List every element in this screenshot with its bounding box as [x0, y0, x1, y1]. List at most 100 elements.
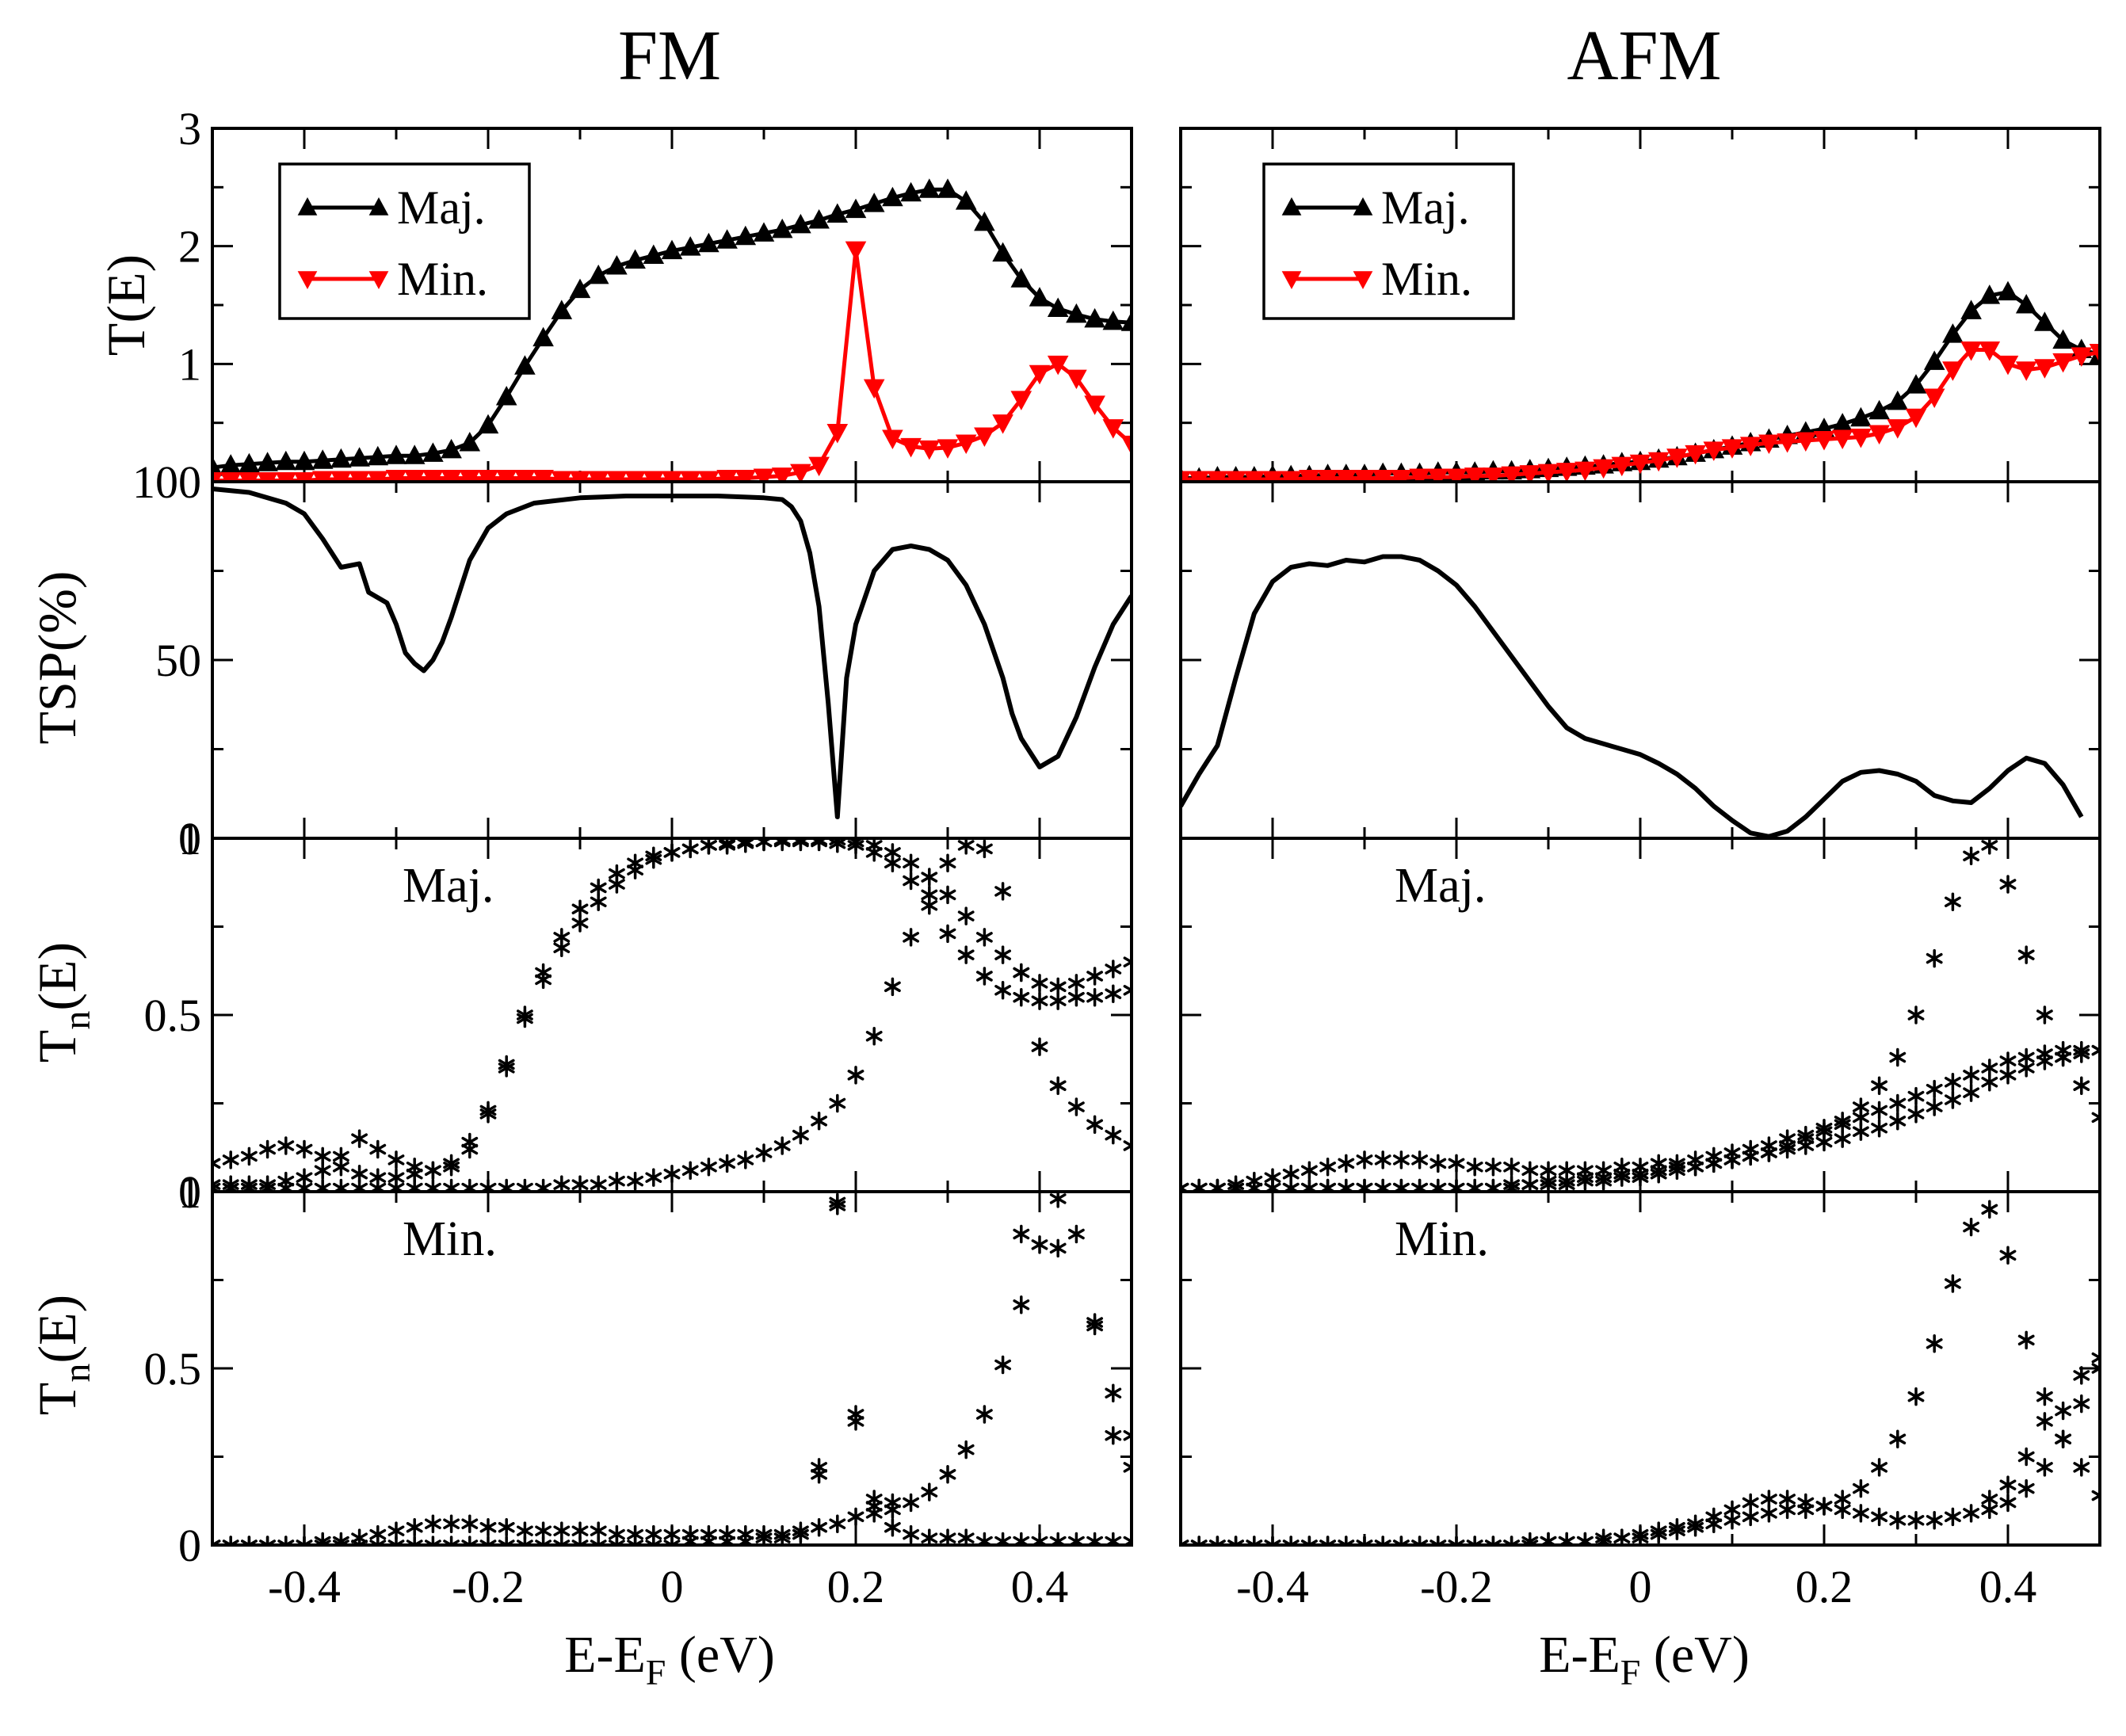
asterisk-stroke: [1490, 1540, 1502, 1545]
asterisk-stroke: [1779, 1133, 1796, 1144]
asterisk-stroke: [1907, 1090, 1925, 1102]
asterisk-stroke: [1343, 1540, 1355, 1545]
marker-min: [918, 440, 941, 460]
asterisk-stroke: [700, 1162, 717, 1173]
asterisk-point: [1871, 1507, 1888, 1527]
asterisk-point: [1871, 1101, 1888, 1120]
marker-min: [1409, 468, 1430, 482]
asterisk-stroke: [1576, 1172, 1594, 1183]
marker-maj: [1010, 268, 1032, 288]
asterisk-point: [1521, 1175, 1539, 1192]
asterisk-point: [1086, 1313, 1104, 1332]
asterisk-point: [994, 1532, 1012, 1545]
asterisk-point: [1889, 1112, 1907, 1131]
asterisk-point: [2073, 1458, 2090, 1477]
asterisk-point: [1392, 1536, 1410, 1545]
marker-min: [1353, 470, 1376, 482]
asterisk-stroke: [700, 840, 717, 851]
asterisk-stroke: [296, 1143, 313, 1155]
asterisk-stroke: [369, 1143, 387, 1155]
asterisk-stroke: [957, 840, 975, 851]
asterisk-point: [1797, 1493, 1815, 1513]
asterisk-stroke: [2091, 1356, 2100, 1364]
asterisk-point: [1613, 1164, 1631, 1184]
asterisk-point: [1086, 1115, 1104, 1135]
marker-min: [514, 470, 536, 482]
asterisk-point: [406, 1517, 423, 1537]
asterisk-point: [957, 906, 975, 925]
asterisk-stroke: [939, 1469, 956, 1480]
asterisk-point: [1834, 1129, 1851, 1148]
asterisk-stroke: [553, 1179, 571, 1190]
asterisk-stroke: [829, 1097, 846, 1109]
asterisk-stroke: [1306, 1540, 1318, 1545]
marker-min: [1299, 470, 1320, 482]
marker-min: [1519, 465, 1541, 482]
asterisk-point: [1190, 1178, 1208, 1192]
asterisk-point: [1484, 1158, 1502, 1177]
asterisk-stroke: [1411, 1540, 1423, 1545]
asterisk-point: [553, 928, 571, 947]
asterisk-stroke: [498, 1063, 515, 1074]
marker-min: [275, 472, 297, 482]
asterisk-stroke: [884, 847, 901, 858]
marker-min: [1979, 341, 2001, 361]
asterisk-stroke: [387, 1154, 405, 1166]
asterisk-point: [2036, 1051, 2053, 1070]
asterisk-point: [939, 1465, 956, 1484]
series-line-tsp: [212, 486, 1132, 819]
marker-min: [1758, 434, 1780, 454]
asterisk-point: [351, 1178, 368, 1192]
data-fm-row2: [212, 838, 1132, 1192]
marker-maj: [403, 444, 426, 464]
asterisk-stroke: [1926, 1515, 1943, 1526]
asterisk-stroke: [2073, 1048, 2090, 1059]
asterisk-stroke: [1797, 1129, 1815, 1141]
marker-min: [1445, 468, 1468, 482]
asterisk-stroke: [1981, 1063, 1998, 1074]
asterisk-point: [1963, 1066, 1980, 1085]
asterisk-stroke: [755, 1532, 773, 1543]
panel-frame: [211, 480, 1133, 840]
asterisk-point: [1067, 1532, 1085, 1545]
asterisk-point: [1374, 1536, 1391, 1545]
marker-maj: [1923, 350, 1945, 370]
asterisk-stroke: [1429, 1540, 1441, 1545]
asterisk-point: [994, 945, 1012, 964]
asterisk-stroke: [921, 889, 938, 901]
panel-frame: [1179, 480, 2101, 840]
marker-maj: [771, 218, 793, 238]
marker-min: [1537, 464, 1559, 482]
asterisk-stroke: [1123, 1433, 1132, 1441]
asterisk-stroke: [553, 942, 571, 954]
marker-min: [1850, 429, 1872, 448]
asterisk-stroke: [1031, 978, 1048, 989]
x-tick-label: 0.2: [1796, 1561, 1853, 1612]
asterisk-stroke: [1448, 1158, 1465, 1169]
asterisk-point: [2091, 1040, 2100, 1060]
asterisk-stroke: [627, 1540, 639, 1545]
column-title-afm: AFM: [1567, 17, 1721, 95]
asterisk-stroke: [1509, 1540, 1521, 1545]
asterisk-stroke: [240, 1540, 252, 1545]
asterisk-stroke: [375, 1540, 387, 1545]
asterisk-stroke: [1435, 1540, 1447, 1545]
series-line-maj: [1181, 290, 2100, 480]
asterisk-stroke: [1779, 1504, 1796, 1516]
asterisk-stroke: [1760, 1508, 1777, 1519]
x-tick-label: -0.4: [1236, 1561, 1309, 1612]
asterisk-point: [369, 1536, 387, 1545]
asterisk-stroke: [1944, 1511, 1961, 1523]
marker-maj: [367, 445, 389, 466]
y-tick-label: 0: [178, 1520, 201, 1571]
asterisk-stroke: [957, 910, 975, 921]
asterisk-point: [1429, 1154, 1447, 1173]
asterisk-stroke: [1981, 1076, 1998, 1088]
marker-min: [2071, 347, 2093, 367]
asterisk-stroke: [1013, 991, 1030, 1003]
marker-maj: [1942, 323, 1964, 343]
asterisk-stroke: [1926, 1083, 1943, 1095]
asterisk-point: [1723, 1150, 1741, 1169]
marker-maj: [385, 444, 407, 464]
asterisk-stroke: [1779, 1494, 1796, 1505]
